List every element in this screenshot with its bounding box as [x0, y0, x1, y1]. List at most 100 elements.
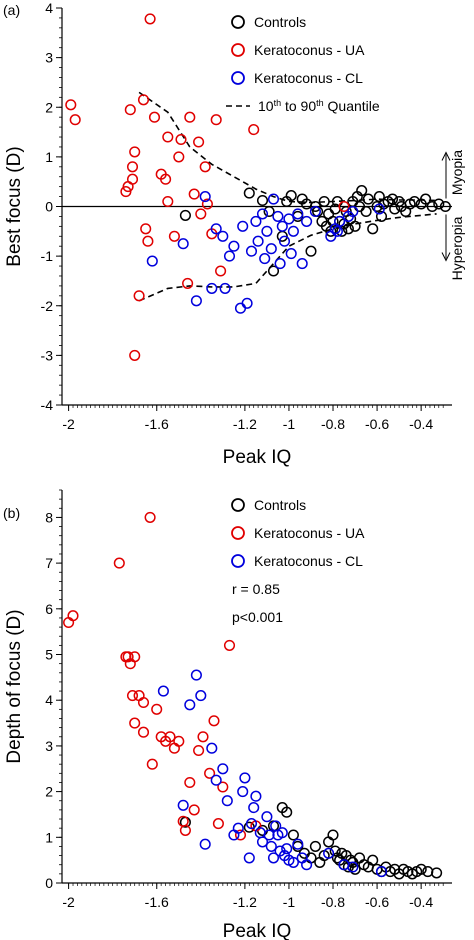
data-point — [232, 822, 244, 834]
data-point — [133, 290, 145, 302]
x-tick-label: -1 — [283, 894, 296, 910]
legend-label: Keratoconus - UA — [254, 42, 365, 58]
data-point — [252, 235, 264, 247]
x-tick-label: -1.6 — [145, 894, 169, 910]
x-tick-label: -1 — [283, 416, 296, 432]
data-point — [148, 111, 161, 123]
data-point — [195, 208, 207, 220]
data-point — [190, 295, 202, 307]
data-point — [162, 195, 174, 208]
data-point — [415, 863, 427, 875]
data-point — [199, 838, 211, 850]
data-point — [278, 235, 291, 247]
data-point — [215, 265, 227, 277]
data-point — [179, 824, 191, 836]
legend-marker — [231, 498, 245, 512]
data-point — [349, 863, 361, 875]
data-point — [433, 198, 445, 210]
data-point — [256, 836, 269, 848]
data-point — [301, 859, 313, 871]
data-point — [234, 829, 247, 841]
legend-label: Keratoconus - CL — [254, 70, 363, 86]
data-point — [285, 248, 297, 260]
data-point — [281, 843, 293, 855]
quantile-line-upper — [138, 91, 437, 204]
myopia-label: Myopia — [449, 150, 465, 195]
y-tick-label: 4 — [45, 692, 53, 708]
legend-marker — [231, 71, 245, 85]
data-point — [65, 99, 77, 111]
data-point — [67, 610, 79, 622]
data-point — [199, 161, 211, 173]
data-point — [195, 690, 207, 702]
stat-p: p<0.001 — [232, 609, 283, 625]
myopia-arrowhead — [441, 151, 451, 161]
data-point — [305, 245, 317, 257]
data-point — [122, 651, 134, 663]
data-point — [327, 829, 339, 841]
data-point — [182, 277, 194, 289]
data-point — [137, 94, 150, 106]
data-point — [256, 194, 269, 207]
y-tick-label: 0 — [45, 875, 53, 891]
data-point — [146, 758, 158, 770]
y-tick-label: 5 — [45, 647, 53, 663]
data-point — [197, 731, 209, 743]
data-point — [234, 302, 247, 314]
data-point — [188, 188, 200, 200]
hyperopia-arrowhead — [441, 252, 451, 262]
data-point — [367, 223, 379, 235]
data-point — [331, 225, 343, 237]
data-point — [245, 245, 258, 257]
data-point — [223, 250, 236, 262]
data-point — [204, 767, 216, 779]
data-point — [126, 173, 139, 185]
x-tick-label: -0.6 — [365, 416, 389, 432]
y-tick-label: 6 — [45, 601, 53, 617]
data-point — [250, 790, 262, 802]
data-point — [184, 111, 196, 123]
x-tick-label: -2 — [62, 894, 75, 910]
data-point — [228, 829, 240, 841]
data-point — [342, 223, 354, 235]
data-point — [144, 13, 156, 25]
legend-label: Keratoconus - CL — [254, 553, 363, 569]
y-tick-label: -1 — [41, 248, 54, 264]
data-point — [151, 703, 163, 715]
x-axis-label: Peak IQ — [223, 921, 292, 940]
series-keratoconus-cl — [146, 191, 385, 314]
data-point — [140, 223, 152, 235]
data-point — [386, 193, 399, 205]
data-point — [113, 557, 125, 569]
series-keratoconus-ua — [63, 511, 262, 841]
data-point — [420, 193, 432, 205]
data-point — [327, 215, 339, 227]
data-point — [261, 225, 273, 237]
data-point — [250, 215, 262, 227]
data-point — [292, 208, 304, 220]
y-tick-label: -2 — [41, 298, 54, 314]
data-point — [261, 811, 273, 823]
data-point — [168, 742, 180, 754]
data-point — [129, 146, 141, 158]
data-point — [217, 781, 229, 793]
data-point — [356, 185, 368, 197]
data-point — [201, 198, 213, 210]
y-tick-label: 1 — [45, 149, 53, 165]
data-point — [274, 258, 286, 270]
data-point — [199, 191, 211, 203]
data-point — [173, 735, 185, 747]
y-tick-label: 8 — [45, 509, 53, 525]
data-point — [281, 806, 293, 818]
data-point — [188, 804, 200, 816]
hyperopia-label: Hyperopia — [449, 216, 465, 280]
data-point — [212, 818, 224, 830]
data-point — [210, 114, 222, 126]
data-point — [129, 349, 141, 361]
data-point — [323, 836, 335, 848]
data-point — [217, 230, 229, 242]
y-tick-label: 1 — [45, 829, 53, 845]
data-point — [367, 854, 379, 866]
panel-a-best-focus: (a) -4 -3 -2 -1 0 1 2 3 4 -2 -1.6 -1.2 -1 -0.8 -0.6 -0.4… — [3, 0, 465, 468]
legend: Controls Keratoconus - UA Keratoconus - CL — [231, 497, 365, 569]
